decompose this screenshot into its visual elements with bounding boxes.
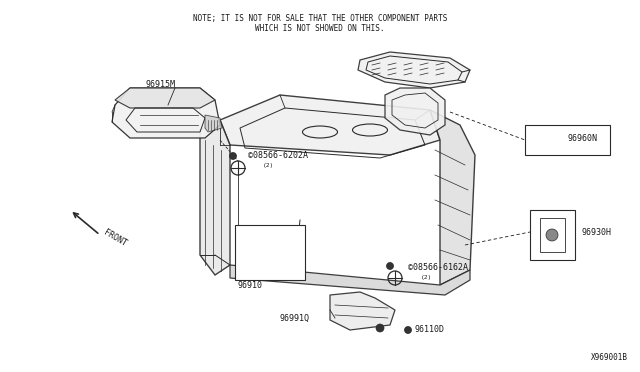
Text: (2): (2) bbox=[263, 163, 275, 167]
Text: X969001B: X969001B bbox=[591, 353, 628, 362]
Circle shape bbox=[387, 263, 394, 269]
Text: 96915M: 96915M bbox=[145, 80, 175, 89]
Bar bbox=[540, 218, 565, 252]
Text: 96910: 96910 bbox=[237, 280, 262, 289]
Text: ©08566-6202A: ©08566-6202A bbox=[248, 151, 308, 160]
Text: WHICH IS NOT SHOWED ON THIS.: WHICH IS NOT SHOWED ON THIS. bbox=[255, 23, 385, 32]
Text: 96930H: 96930H bbox=[582, 228, 612, 237]
Polygon shape bbox=[112, 88, 220, 138]
Circle shape bbox=[376, 324, 384, 332]
Polygon shape bbox=[330, 292, 395, 330]
Text: (2): (2) bbox=[421, 276, 432, 280]
Circle shape bbox=[404, 327, 412, 334]
Polygon shape bbox=[385, 88, 445, 135]
Text: 96960N: 96960N bbox=[568, 134, 598, 142]
Polygon shape bbox=[220, 95, 440, 155]
Text: FRONT: FRONT bbox=[102, 228, 128, 248]
Bar bbox=[235, 225, 305, 280]
Polygon shape bbox=[430, 110, 475, 285]
Polygon shape bbox=[230, 265, 470, 295]
Polygon shape bbox=[115, 88, 215, 108]
Circle shape bbox=[230, 153, 237, 160]
Bar bbox=[525, 125, 610, 155]
Circle shape bbox=[546, 229, 558, 241]
Polygon shape bbox=[205, 115, 222, 132]
Text: 96991Q: 96991Q bbox=[280, 314, 310, 323]
Text: ©08566-6162A: ©08566-6162A bbox=[408, 263, 468, 273]
Polygon shape bbox=[200, 120, 230, 275]
Text: 96110D: 96110D bbox=[415, 326, 445, 334]
Polygon shape bbox=[358, 52, 470, 88]
Bar bbox=[530, 210, 575, 260]
Text: NOTE; IT IS NOT FOR SALE THAT THE OTHER COMPONENT PARTS: NOTE; IT IS NOT FOR SALE THAT THE OTHER … bbox=[193, 13, 447, 22]
